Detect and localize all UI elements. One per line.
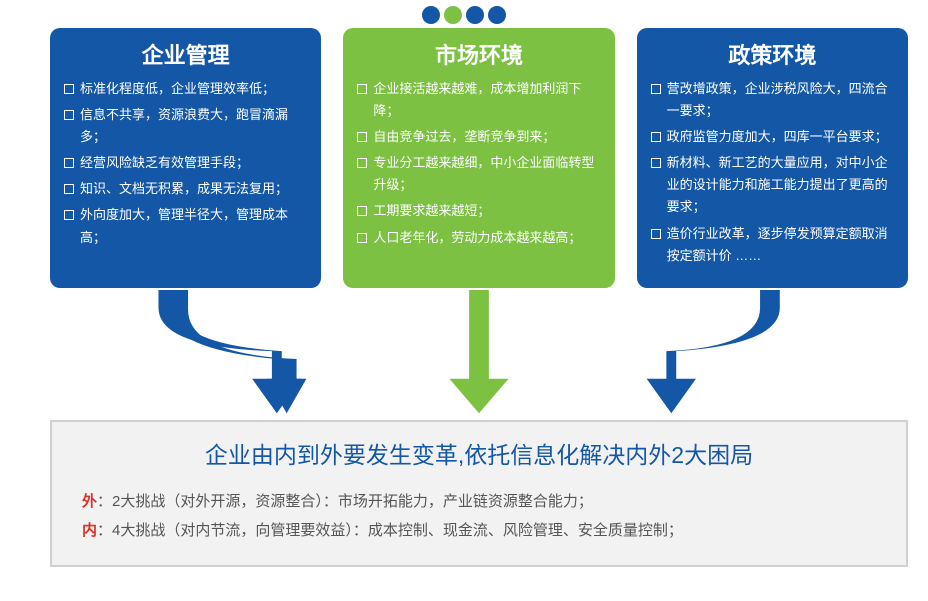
sep: ： [97, 522, 112, 539]
conclusion-box: 企业由内到外要发生变革,依托信息化解决内外2大困局 外：2大挑战（对外开源，资源… [50, 420, 908, 567]
card-enterprise-mgmt: 企业管理 标准化程度低，企业管理效率低； 信息不共享，资源浪费大，跑冒滴漏多； … [50, 28, 321, 288]
card-title: 企业管理 [64, 38, 307, 70]
arrow-right [622, 290, 908, 420]
arrows-row [50, 290, 908, 420]
conclusion-title: 企业由内到外要发生变革,依托信息化解决内外2大困局 [82, 436, 876, 470]
list-item: 经营风险缺乏有效管理手段； [64, 152, 307, 174]
cards-row: 企业管理 标准化程度低，企业管理效率低； 信息不共享，资源浪费大，跑冒滴漏多； … [50, 28, 908, 288]
card-title: 市场环境 [357, 38, 600, 70]
card-list: 营改增政策，企业涉税风险大，四流合一要求； 政府监管力度加大，四库一平台要求； … [651, 78, 894, 267]
dot [466, 6, 484, 24]
list-item: 营改增政策，企业涉税风险大，四流合一要求； [651, 78, 894, 122]
card-policy-env: 政策环境 营改增政策，企业涉税风险大，四流合一要求； 政府监管力度加大，四库一平… [637, 28, 908, 288]
arrow-left [50, 290, 336, 420]
conclusion-line-internal: 内：4大挑战（对内节流，向管理要效益）：成本控制、现金流、风险管理、安全质量控制… [82, 517, 876, 546]
line-text: 2大挑战（对外开源，资源整合）：市场开拓能力，产业链资源整合能力； [112, 493, 593, 510]
tag-internal: 内 [82, 522, 97, 539]
line-text: 4大挑战（对内节流，向管理要效益）：成本控制、现金流、风险管理、安全质量控制； [112, 522, 683, 539]
list-item: 企业接活越来越难，成本增加利润下降； [357, 78, 600, 122]
list-item: 政府监管力度加大，四库一平台要求； [651, 126, 894, 148]
list-item: 造价行业改革，逐步停发预算定额取消按定额计价 …… [651, 223, 894, 267]
conclusion-line-external: 外：2大挑战（对外开源，资源整合）：市场开拓能力，产业链资源整合能力； [82, 488, 876, 517]
dot [422, 6, 440, 24]
card-list: 企业接活越来越难，成本增加利润下降； 自由竞争过去，垄断竞争到来； 专业分工越来… [357, 78, 600, 249]
card-market-env: 市场环境 企业接活越来越难，成本增加利润下降； 自由竞争过去，垄断竞争到来； 专… [343, 28, 614, 288]
list-item: 专业分工越来越细，中小企业面临转型升级； [357, 152, 600, 196]
tag-external: 外 [82, 493, 97, 510]
list-item: 知识、文档无积累，成果无法复用； [64, 178, 307, 200]
arrow-center [336, 290, 622, 420]
card-list: 标准化程度低，企业管理效率低； 信息不共享，资源浪费大，跑冒滴漏多； 经营风险缺… [64, 78, 307, 249]
list-item: 信息不共享，资源浪费大，跑冒滴漏多； [64, 104, 307, 148]
list-item: 人口老年化，劳动力成本越来越高； [357, 227, 600, 249]
list-item: 标准化程度低，企业管理效率低； [64, 78, 307, 100]
list-item: 新材料、新工艺的大量应用，对中小企业的设计能力和施工能力提出了更高的要求； [651, 152, 894, 218]
card-title: 政策环境 [651, 38, 894, 70]
sep: ： [97, 493, 112, 510]
decorative-dots [422, 6, 506, 24]
list-item: 外向度加大，管理半径大，管理成本高； [64, 204, 307, 248]
dot [444, 6, 462, 24]
list-item: 工期要求越来越短； [357, 200, 600, 222]
list-item: 自由竞争过去，垄断竞争到来； [357, 126, 600, 148]
dot [488, 6, 506, 24]
